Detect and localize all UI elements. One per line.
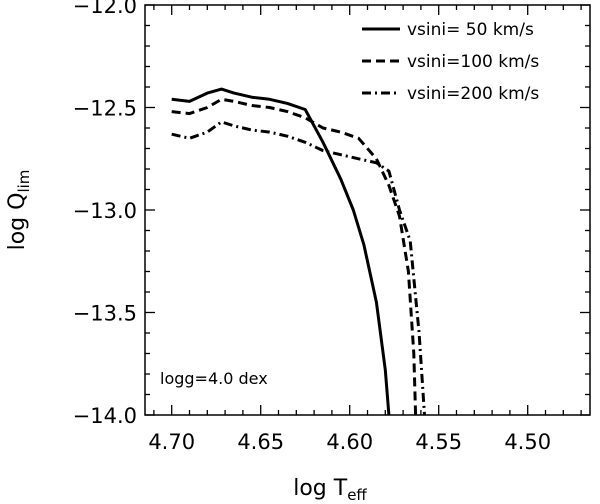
y-axis-title: log Qlim [5, 170, 33, 251]
y-tick-label: −13.0 [73, 199, 137, 223]
x-axis-title-main: log T [293, 476, 348, 501]
series-lines [171, 87, 426, 415]
series-line-2 [171, 120, 426, 415]
y-axis-title-main: log Q [5, 193, 30, 251]
x-axis-title: log Teff [293, 476, 367, 504]
legend-label-vsini-50: vsini= 50 km/s [407, 20, 534, 40]
axis-ticks [145, 4, 590, 416]
x-tick-label: 4.65 [237, 430, 284, 454]
y-tick-label: −13.5 [73, 302, 137, 326]
axis-tick-labels: 4.70 4.65 4.60 4.55 4.50 −12.0 −12.5 −13.0 −13.5… [73, 0, 551, 454]
x-tick-label: 4.55 [415, 430, 462, 454]
y-tick-label: −14.0 [73, 404, 137, 428]
x-tick-label: 4.50 [504, 430, 551, 454]
x-axis-title-sub: eff [347, 486, 367, 504]
series-line-0 [171, 87, 391, 415]
legend: vsini= 50 km/s vsini=100 km/s vsini=200 … [362, 20, 539, 104]
legend-label-vsini-200: vsini=200 km/s [407, 84, 539, 104]
x-tick-label: 4.60 [326, 430, 373, 454]
series-line-1 [171, 97, 418, 415]
y-axis-title-sub: lim [15, 170, 33, 193]
annotation-logg: logg=4.0 dex [160, 369, 268, 388]
legend-label-vsini-100: vsini=100 km/s [407, 52, 539, 72]
x-tick-label: 4.70 [148, 430, 195, 454]
y-tick-label: −12.5 [73, 97, 137, 121]
y-tick-label: −12.0 [73, 0, 137, 18]
